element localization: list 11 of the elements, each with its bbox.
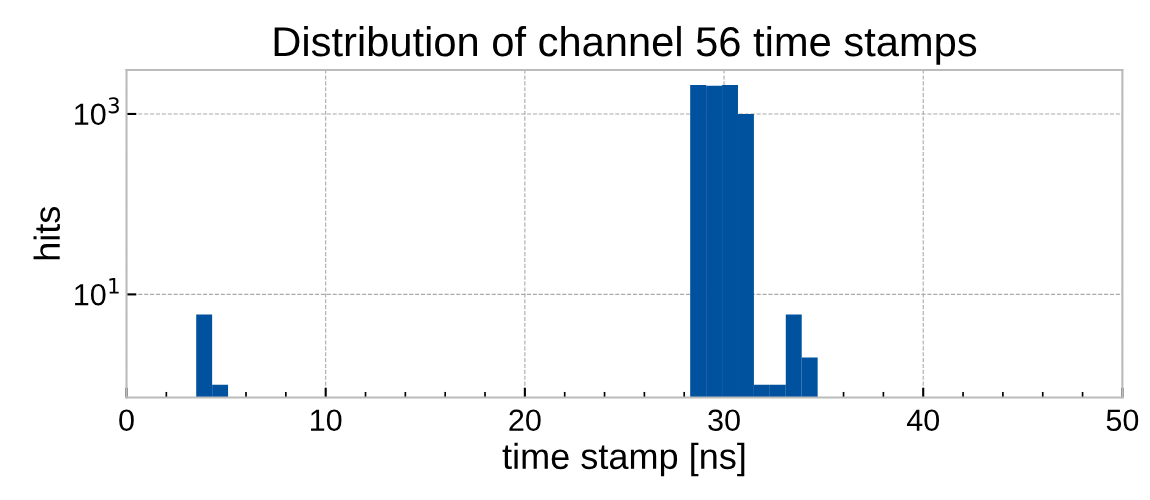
y-tick-label: 10$^{1}$ xyxy=(75,277,119,306)
x-tick-label: 10 xyxy=(311,409,342,432)
x-axis-title: time stamp [ns] xyxy=(502,442,745,477)
x-tick-label: 50 xyxy=(1106,409,1139,432)
chart-title: Distribution of channel 56 time stamps xyxy=(274,25,977,65)
x-tick-label: 0 xyxy=(119,409,134,432)
x-tick-label: 40 xyxy=(906,409,940,432)
y-axis-title: hits xyxy=(33,206,61,260)
x-tick-label: 30 xyxy=(708,409,740,432)
x-tick-label: 20 xyxy=(509,409,541,432)
y-tick-label: 10$^{3}$ xyxy=(75,97,119,126)
